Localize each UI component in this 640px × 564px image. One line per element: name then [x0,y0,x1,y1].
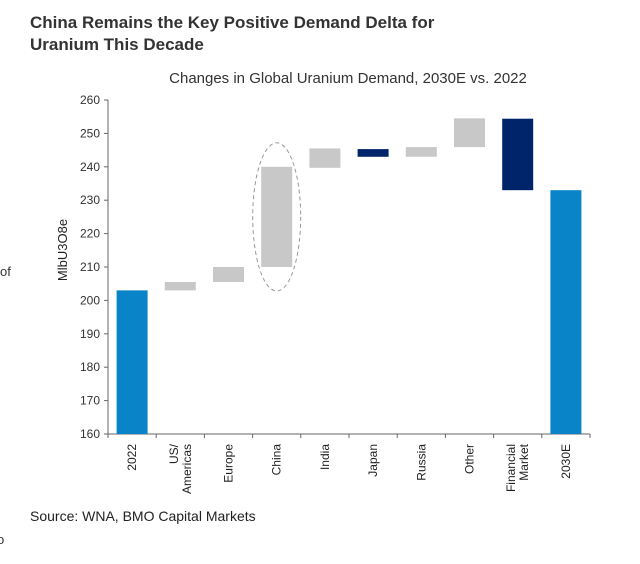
bar-china [261,166,293,267]
edge-text-fragment: of [0,264,11,279]
y-tick-label: 170 [80,394,100,408]
x-tick-label: 2030E [559,444,573,479]
y-tick-label: 240 [80,160,100,174]
bar-japan [357,149,389,157]
x-tick-label: Europe [222,444,236,483]
bar-india [309,148,341,168]
bar-europe [213,267,244,283]
y-tick-label: 160 [80,427,100,441]
chart-subtitle: Changes in Global Uranium Demand, 2030E … [169,70,527,87]
x-tick-label: India [318,444,332,470]
x-tick-label: Other [463,444,477,474]
bar-2030e [550,190,582,434]
y-tick-label: 220 [80,227,100,241]
edge-text-fragment: o [0,532,5,547]
x-tick-label: FinancialMarket [504,443,531,492]
chart-title: China Remains the Key Positive Demand De… [30,12,434,56]
x-tick-label: Japan [366,444,380,477]
bar-other [454,118,485,148]
x-tick-label: 2022 [125,444,139,471]
title-line: Uranium This Decade [30,35,204,54]
highlight-ellipse [252,142,302,292]
y-axis-label: MlbU3O8e [55,219,70,281]
y-tick-label: 200 [80,293,100,307]
title-line: China Remains the Key Positive Demand De… [30,13,435,32]
y-tick-label: 180 [80,360,100,374]
bar-2022 [116,290,148,434]
x-tick-label: US/Americas [167,443,194,494]
bar-russia [405,147,437,157]
x-tick-label: China [270,444,284,476]
y-tick-label: 190 [80,327,100,341]
y-tick-label: 230 [80,193,100,207]
bar-financial-market [502,118,534,191]
y-tick-label: 260 [80,93,100,107]
source-note: Source: WNA, BMO Capital Markets [30,508,256,524]
bar-us-americas [164,282,196,291]
y-tick-label: 250 [80,126,100,140]
y-tick-label: 210 [80,260,100,274]
x-tick-label: Russia [414,444,428,481]
